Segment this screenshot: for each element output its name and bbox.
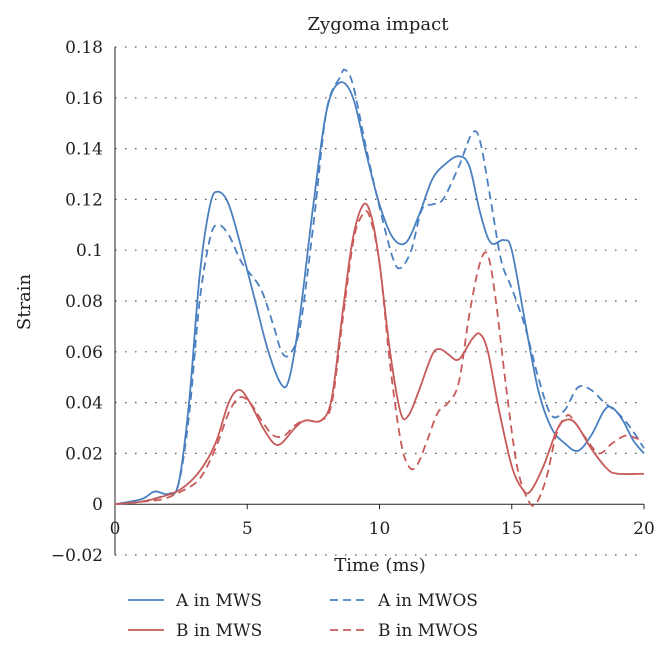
x-tick-label: 20: [633, 519, 655, 539]
y-tick-labels: −0.02 0 0.02 0.04 0.06 0.08 0.1 0.12 0.14 0.16 0.1…: [51, 38, 103, 566]
legend-item-b-in-mwos: B in MWOS: [330, 621, 478, 641]
legend-item-a-in-mws: A in MWS: [128, 591, 262, 611]
x-tick-label: 15: [501, 519, 523, 539]
series-lines: [114, 68, 645, 507]
legend-item-a-in-mwos: A in MWOS: [330, 591, 478, 611]
legend-label: B in MWS: [176, 621, 262, 641]
y-tick-label: 0.06: [65, 343, 103, 363]
legend: A in MWS B in MWS A in MWOS B in MWOS: [128, 591, 478, 641]
x-tick-label: 0: [110, 519, 121, 539]
y-tick-label: 0.1: [76, 241, 103, 261]
y-axis-label: Strain: [14, 273, 35, 330]
y-tick-label: 0.08: [65, 292, 103, 312]
series-line-b-in-mws: [114, 202, 645, 506]
y-tick-label: 0.02: [65, 444, 103, 464]
series-line-a-in-mwos: [114, 68, 645, 506]
y-tick-label: 0.04: [65, 394, 103, 414]
y-tick-label: 0.18: [65, 38, 103, 58]
legend-label: A in MWOS: [377, 591, 478, 611]
series-line-a-in-mws: [114, 81, 645, 506]
x-axis-label: Time (ms): [334, 555, 426, 576]
y-tick-label: 0: [92, 495, 103, 515]
y-tick-label: 0.14: [65, 140, 103, 160]
y-tick-label: 0.12: [65, 190, 103, 210]
x-tick-label: 5: [242, 519, 253, 539]
y-tick-label: −0.02: [51, 546, 103, 566]
legend-label: B in MWOS: [378, 621, 478, 641]
legend-label: A in MWS: [175, 591, 262, 611]
chart-title: Zygoma impact: [308, 14, 450, 35]
x-tick-labels: 0 5 10 15 20: [110, 504, 655, 539]
y-tick-label: 0.16: [65, 89, 103, 109]
grid: [115, 46, 644, 556]
x-tick-label: 10: [369, 519, 391, 539]
legend-item-b-in-mws: B in MWS: [128, 621, 262, 641]
